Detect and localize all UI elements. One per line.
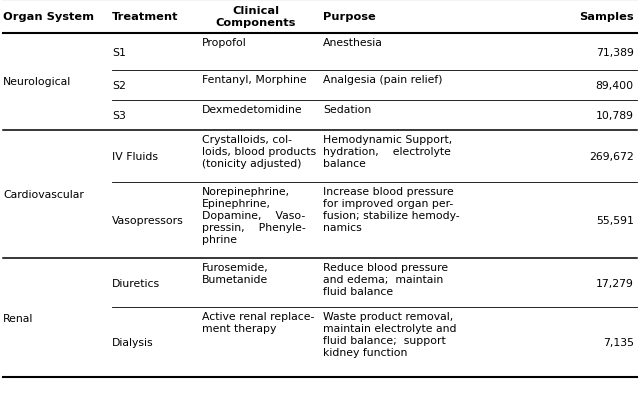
Text: S2: S2 xyxy=(112,81,126,91)
Text: Anesthesia: Anesthesia xyxy=(323,38,383,48)
Text: 89,400: 89,400 xyxy=(595,81,634,91)
Text: S3: S3 xyxy=(112,111,126,121)
Text: Clinical
Components: Clinical Components xyxy=(216,6,296,28)
Text: 55,591: 55,591 xyxy=(596,215,634,225)
Text: Active renal replace-
ment therapy: Active renal replace- ment therapy xyxy=(202,311,314,333)
Text: IV Fluids: IV Fluids xyxy=(112,151,158,161)
Text: Propofol: Propofol xyxy=(202,38,246,48)
Text: Increase blood pressure
for improved organ per-
fusion; stabilize hemody-
namics: Increase blood pressure for improved org… xyxy=(323,186,460,232)
Text: Waste product removal,
maintain electrolyte and
fluid balance;  support
kidney f: Waste product removal, maintain electrol… xyxy=(323,311,457,357)
Text: Neurological: Neurological xyxy=(3,77,72,87)
Text: 17,279: 17,279 xyxy=(596,278,634,288)
Text: Vasopressors: Vasopressors xyxy=(112,215,184,225)
Text: Samples: Samples xyxy=(579,12,634,22)
Text: Cardiovascular: Cardiovascular xyxy=(3,190,84,199)
Text: Norepinephrine,
Epinephrine,
Dopamine,    Vaso-
pressin,    Phenyle-
phrine: Norepinephrine, Epinephrine, Dopamine, V… xyxy=(202,186,305,244)
Text: Diuretics: Diuretics xyxy=(112,278,160,288)
Text: Crystalloids, col-
loids, blood products
(tonicity adjusted): Crystalloids, col- loids, blood products… xyxy=(202,135,316,169)
Text: Treatment: Treatment xyxy=(112,12,179,22)
Text: Hemodynamic Support,
hydration,    electrolyte
balance: Hemodynamic Support, hydration, electrol… xyxy=(323,135,452,169)
Text: 7,135: 7,135 xyxy=(603,337,634,347)
Text: Fentanyl, Morphine: Fentanyl, Morphine xyxy=(202,75,306,85)
Text: 269,672: 269,672 xyxy=(589,151,634,161)
Text: Reduce blood pressure
and edema;  maintain
fluid balance: Reduce blood pressure and edema; maintai… xyxy=(323,263,449,297)
Text: Dialysis: Dialysis xyxy=(112,337,154,347)
Text: 71,389: 71,389 xyxy=(596,47,634,57)
Text: Dexmedetomidine: Dexmedetomidine xyxy=(202,105,302,115)
Text: S1: S1 xyxy=(112,47,126,57)
Text: Renal: Renal xyxy=(3,313,33,323)
Text: Purpose: Purpose xyxy=(323,12,376,22)
Text: Sedation: Sedation xyxy=(323,105,371,115)
Text: 10,789: 10,789 xyxy=(596,111,634,121)
Text: Organ System: Organ System xyxy=(3,12,94,22)
Text: Analgesia (pain relief): Analgesia (pain relief) xyxy=(323,75,443,85)
Text: Furosemide,
Bumetanide: Furosemide, Bumetanide xyxy=(202,263,268,285)
